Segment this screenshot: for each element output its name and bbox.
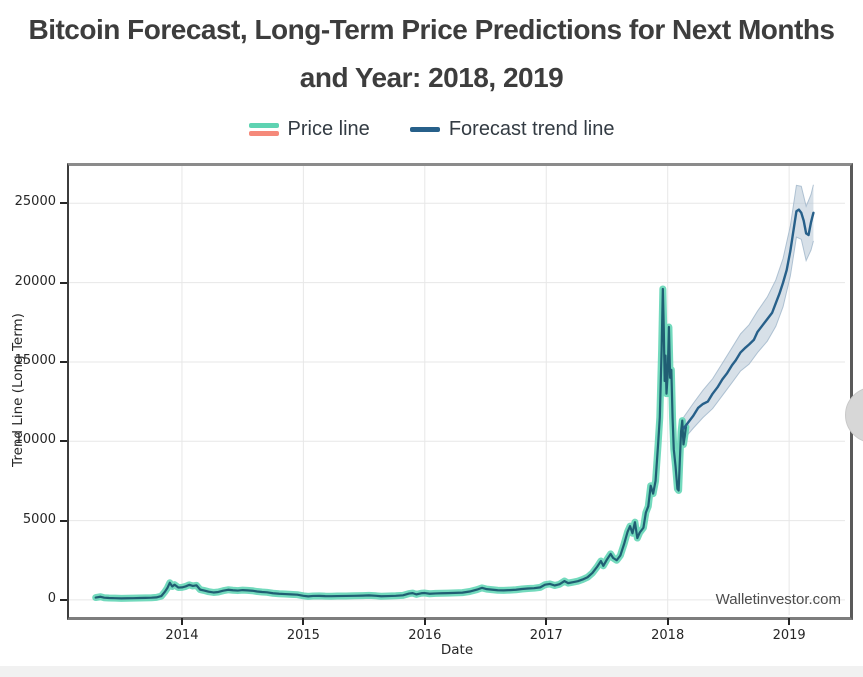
y-tick-mark xyxy=(60,598,67,601)
y-tick-mark xyxy=(60,440,67,443)
y-tick-label: 10000 xyxy=(14,432,56,448)
x-axis-title: Date xyxy=(440,642,474,658)
y-tick-mark xyxy=(60,281,67,284)
x-tick-mark xyxy=(788,618,791,625)
x-tick-label: 2016 xyxy=(408,628,442,643)
legend-label-price-line: Price line xyxy=(287,118,370,140)
price-line-swatch-salmon xyxy=(248,131,279,136)
y-tick-mark xyxy=(60,360,67,363)
y-tick-label: 5000 xyxy=(22,511,56,527)
legend-label-forecast-line: Forecast trend line xyxy=(448,118,615,140)
title-segment-predictions: Price Predictions for Next Months xyxy=(394,14,835,45)
x-tick-label: 2015 xyxy=(286,628,320,643)
y-tick-label: 15000 xyxy=(14,352,56,368)
title-segment-bitcoin: Bitcoin xyxy=(28,14,120,45)
x-tick-mark xyxy=(302,618,305,625)
x-tick-label: 2014 xyxy=(165,628,199,643)
x-tick-mark xyxy=(180,618,183,625)
forecast-line-swatch xyxy=(409,127,440,132)
y-tick-label: 20000 xyxy=(14,273,56,289)
watermark: Walletinvestor.com xyxy=(715,591,841,608)
title-segment-longterm: Long-Term xyxy=(254,14,395,45)
legend-item-forecast-line: Forecast trend line xyxy=(409,118,615,141)
page-title-line1: Bitcoin Forecast, Long-Term Price Predic… xyxy=(0,14,863,46)
x-tick-mark xyxy=(666,618,669,625)
y-tick-mark xyxy=(60,519,67,522)
legend-item-price-line: Price line xyxy=(248,118,370,141)
y-tick-label: 25000 xyxy=(14,194,56,210)
page-title-line2: and Year: 2018, 2019 xyxy=(299,62,564,93)
price-line-swatch-teal xyxy=(248,123,279,128)
x-tick-mark xyxy=(545,618,548,625)
y-tick-mark xyxy=(60,202,67,205)
x-tick-mark xyxy=(423,618,426,625)
chart-plot-area: Walletinvestor.com xyxy=(67,163,853,620)
x-tick-label: 2018 xyxy=(651,628,685,643)
bottom-page-strip xyxy=(0,666,863,677)
price-line-swatch xyxy=(248,123,279,136)
x-tick-label: 2017 xyxy=(529,628,563,643)
x-tick-label: 2019 xyxy=(772,628,806,643)
y-tick-label: 0 xyxy=(47,590,56,606)
chart-canvas xyxy=(69,166,845,615)
title-segment-forecast: Forecast, xyxy=(119,14,255,45)
chart-legend: Price line Forecast trend line xyxy=(0,118,863,141)
